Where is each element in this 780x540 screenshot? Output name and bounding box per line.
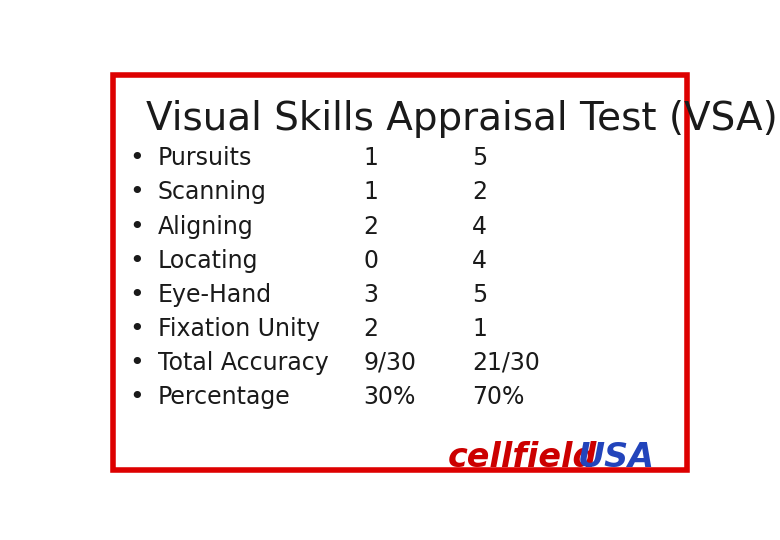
Text: Locating: Locating bbox=[158, 248, 258, 273]
Text: 5: 5 bbox=[473, 283, 488, 307]
Text: Scanning: Scanning bbox=[158, 180, 267, 205]
Text: 2: 2 bbox=[473, 180, 488, 205]
Text: USA: USA bbox=[578, 441, 655, 474]
Text: 3: 3 bbox=[363, 283, 378, 307]
Text: Fixation Unity: Fixation Unity bbox=[158, 317, 320, 341]
Text: 2: 2 bbox=[363, 317, 378, 341]
Text: 0: 0 bbox=[363, 248, 378, 273]
Text: 21/30: 21/30 bbox=[473, 351, 541, 375]
Text: 30%: 30% bbox=[363, 385, 416, 409]
Text: Percentage: Percentage bbox=[158, 385, 291, 409]
Text: •: • bbox=[129, 317, 144, 341]
Text: Total Accuracy: Total Accuracy bbox=[158, 351, 328, 375]
Text: 9/30: 9/30 bbox=[363, 351, 417, 375]
Text: Pursuits: Pursuits bbox=[158, 146, 252, 170]
Text: 1: 1 bbox=[473, 317, 488, 341]
Text: •: • bbox=[129, 180, 144, 205]
Text: Eye-Hand: Eye-Hand bbox=[158, 283, 272, 307]
Text: 5: 5 bbox=[473, 146, 488, 170]
Text: •: • bbox=[129, 146, 144, 170]
Text: •: • bbox=[129, 283, 144, 307]
Text: cellfield: cellfield bbox=[448, 441, 597, 474]
FancyBboxPatch shape bbox=[112, 75, 687, 470]
Text: 4: 4 bbox=[473, 248, 488, 273]
Text: Visual Skills Appraisal Test (VSA): Visual Skills Appraisal Test (VSA) bbox=[146, 100, 778, 138]
Text: 4: 4 bbox=[473, 214, 488, 239]
Text: Aligning: Aligning bbox=[158, 214, 254, 239]
Text: •: • bbox=[129, 248, 144, 273]
Text: •: • bbox=[129, 214, 144, 239]
Text: •: • bbox=[129, 351, 144, 375]
Text: 2: 2 bbox=[363, 214, 378, 239]
Text: 1: 1 bbox=[363, 146, 378, 170]
Text: •: • bbox=[129, 385, 144, 409]
Text: 1: 1 bbox=[363, 180, 378, 205]
Text: 70%: 70% bbox=[473, 385, 525, 409]
